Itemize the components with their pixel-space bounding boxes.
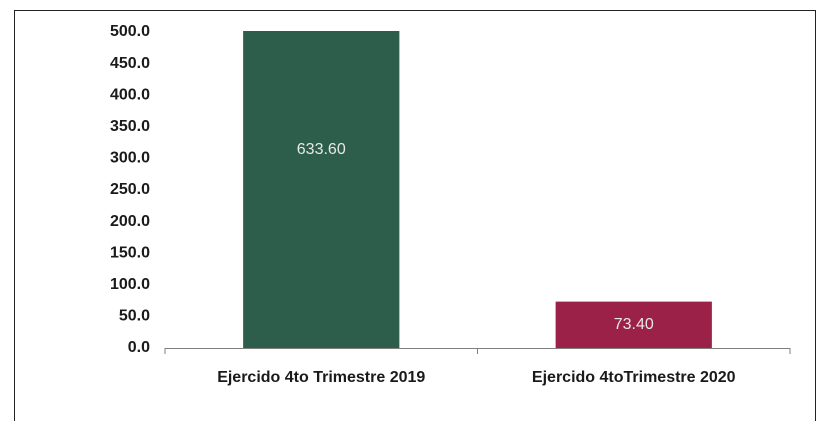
y-tick-label: 400.0: [110, 86, 150, 103]
data-label: 633.60: [297, 141, 346, 158]
frame: [14, 10, 816, 421]
y-tick-label: 0.0: [128, 339, 150, 356]
plot-area: [243, 31, 712, 349]
y-tick-label: 250.0: [110, 181, 150, 198]
y-tick-label: 350.0: [110, 118, 150, 135]
y-tick-label: 450.0: [110, 55, 150, 72]
y-tick-label: 150.0: [110, 244, 150, 261]
data-label: 73.40: [614, 316, 654, 333]
y-tick-label: 50.0: [119, 308, 150, 325]
y-tick-label: 500.0: [110, 23, 150, 40]
bar: [243, 31, 400, 349]
x-tick-label: Ejercido 4to Trimestre 2019: [217, 369, 425, 386]
y-tick-label: 100.0: [110, 276, 150, 293]
x-tick-label: Ejercido 4toTrimestre 2020: [532, 369, 736, 386]
bar: [555, 301, 712, 348]
y-tick-label: 200.0: [110, 213, 150, 230]
y-tick-label: 300.0: [110, 150, 150, 167]
